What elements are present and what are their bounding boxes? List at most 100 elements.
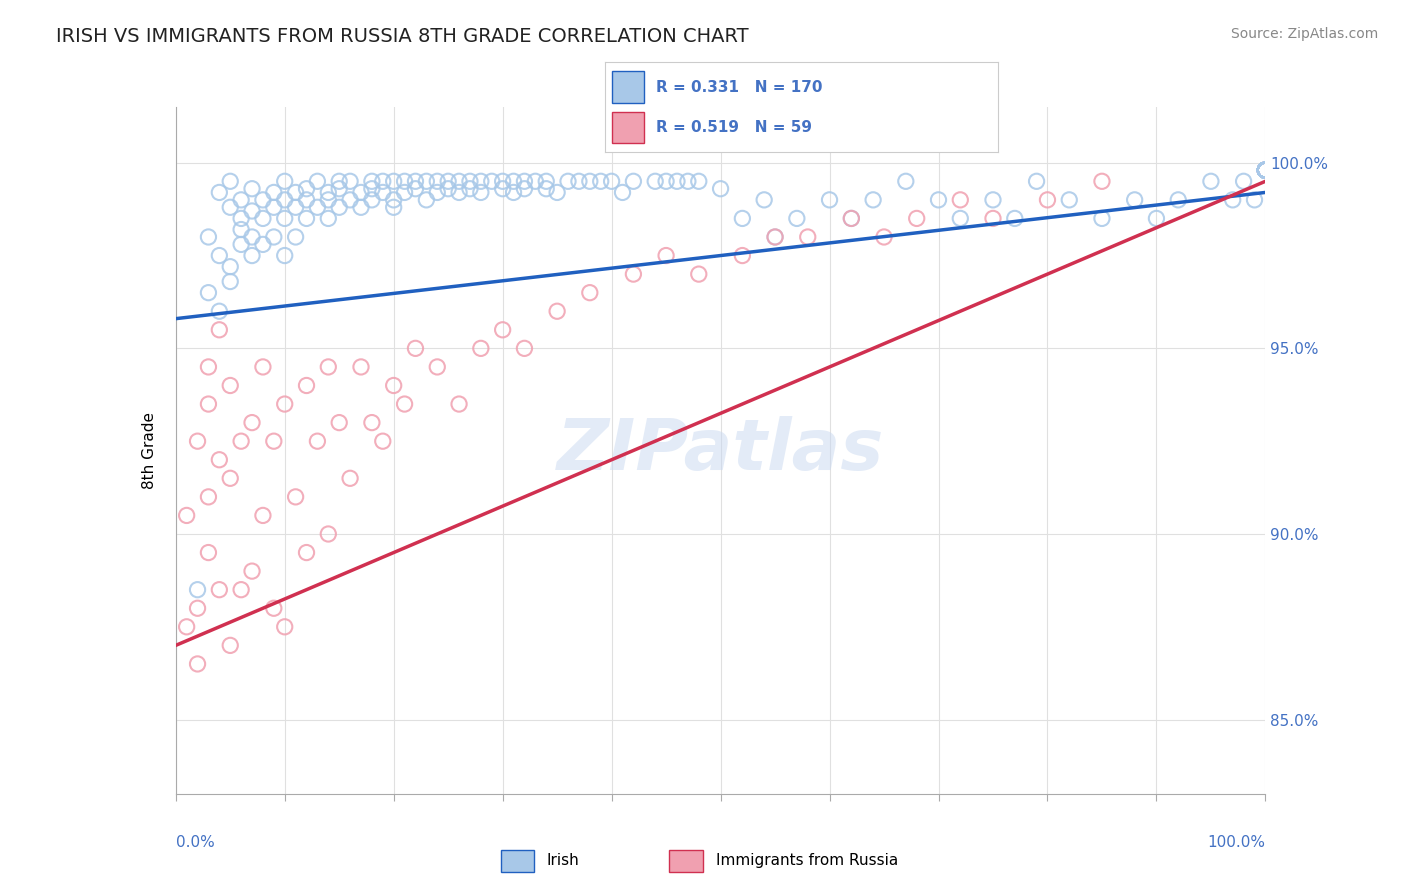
Point — [295, 182, 318, 196]
Point — [763, 230, 786, 244]
Point — [1254, 163, 1277, 178]
Point — [252, 508, 274, 523]
Point — [231, 582, 253, 597]
Point — [240, 248, 263, 262]
Point — [1254, 163, 1277, 178]
Point — [284, 200, 307, 214]
Point — [219, 275, 242, 289]
Point — [1254, 163, 1277, 178]
Point — [318, 527, 340, 541]
Point — [1254, 163, 1277, 178]
Point — [1254, 163, 1277, 178]
Point — [394, 186, 416, 200]
Point — [219, 639, 242, 653]
Point — [382, 174, 405, 188]
Point — [905, 211, 928, 226]
Point — [1254, 163, 1277, 178]
Point — [1232, 174, 1256, 188]
Text: R = 0.331   N = 170: R = 0.331 N = 170 — [655, 80, 823, 95]
Point — [1254, 163, 1277, 178]
Point — [1254, 163, 1277, 178]
Point — [928, 193, 950, 207]
Point — [1254, 163, 1277, 178]
Point — [1144, 211, 1167, 226]
Point — [415, 193, 437, 207]
Point — [371, 174, 394, 188]
Point — [546, 304, 568, 318]
Text: 0.0%: 0.0% — [176, 835, 215, 850]
Point — [1254, 163, 1277, 178]
Point — [219, 471, 242, 485]
Point — [1254, 163, 1277, 178]
Point — [318, 193, 340, 207]
Point — [1254, 163, 1277, 178]
Point — [470, 342, 492, 356]
Point — [1254, 163, 1277, 178]
Point — [1254, 163, 1277, 178]
Point — [339, 193, 361, 207]
Point — [447, 174, 470, 188]
Point — [186, 582, 209, 597]
Point — [219, 378, 242, 392]
Point — [786, 211, 808, 226]
Point — [371, 434, 394, 449]
Text: R = 0.519   N = 59: R = 0.519 N = 59 — [655, 120, 811, 135]
Point — [1254, 163, 1277, 178]
Point — [458, 174, 481, 188]
Point — [437, 182, 460, 196]
Point — [307, 434, 329, 449]
Point — [197, 490, 219, 504]
Point — [1254, 163, 1277, 178]
Point — [1254, 163, 1277, 178]
Point — [1254, 163, 1277, 178]
Point — [1222, 193, 1244, 207]
Point — [1254, 163, 1277, 178]
Point — [644, 174, 666, 188]
Point — [546, 186, 568, 200]
Point — [1254, 163, 1277, 178]
Text: Immigrants from Russia: Immigrants from Russia — [716, 854, 898, 868]
Point — [263, 601, 285, 615]
Point — [219, 200, 242, 214]
Point — [492, 174, 515, 188]
Point — [360, 174, 382, 188]
Point — [492, 323, 515, 337]
Text: Irish: Irish — [547, 854, 579, 868]
Point — [1091, 211, 1114, 226]
Point — [231, 193, 253, 207]
Point — [274, 248, 297, 262]
Point — [176, 620, 198, 634]
Point — [328, 416, 350, 430]
Point — [676, 174, 699, 188]
Point — [447, 397, 470, 411]
Point — [208, 186, 231, 200]
Point — [219, 174, 242, 188]
Text: 100.0%: 100.0% — [1208, 835, 1265, 850]
Point — [470, 174, 492, 188]
Point — [318, 359, 340, 374]
Point — [1254, 163, 1277, 178]
Point — [1254, 163, 1277, 178]
Point — [1254, 163, 1277, 178]
Point — [405, 182, 427, 196]
Point — [1254, 163, 1277, 178]
Point — [186, 657, 209, 671]
Point — [1254, 163, 1277, 178]
Point — [524, 174, 547, 188]
Point — [655, 174, 678, 188]
Point — [231, 211, 253, 226]
Point — [1254, 163, 1277, 178]
Point — [394, 174, 416, 188]
Point — [437, 174, 460, 188]
Point — [1254, 163, 1277, 178]
Point — [415, 174, 437, 188]
Point — [1254, 163, 1277, 178]
Point — [240, 204, 263, 219]
Point — [328, 200, 350, 214]
Point — [1254, 163, 1277, 178]
Point — [231, 222, 253, 236]
Point — [873, 230, 896, 244]
Point — [655, 248, 678, 262]
Point — [796, 230, 818, 244]
Point — [318, 211, 340, 226]
